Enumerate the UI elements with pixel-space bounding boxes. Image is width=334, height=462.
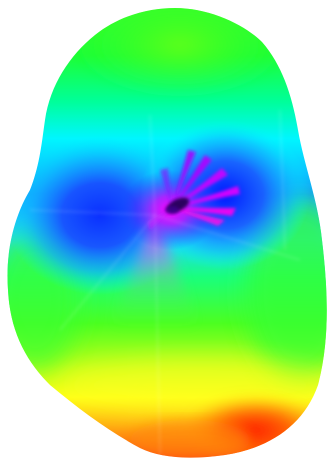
magenta-rays (148, 150, 240, 230)
dark-core-shadow (165, 206, 179, 214)
pink-fan-region (110, 215, 200, 330)
surface-creases (29, 109, 301, 456)
